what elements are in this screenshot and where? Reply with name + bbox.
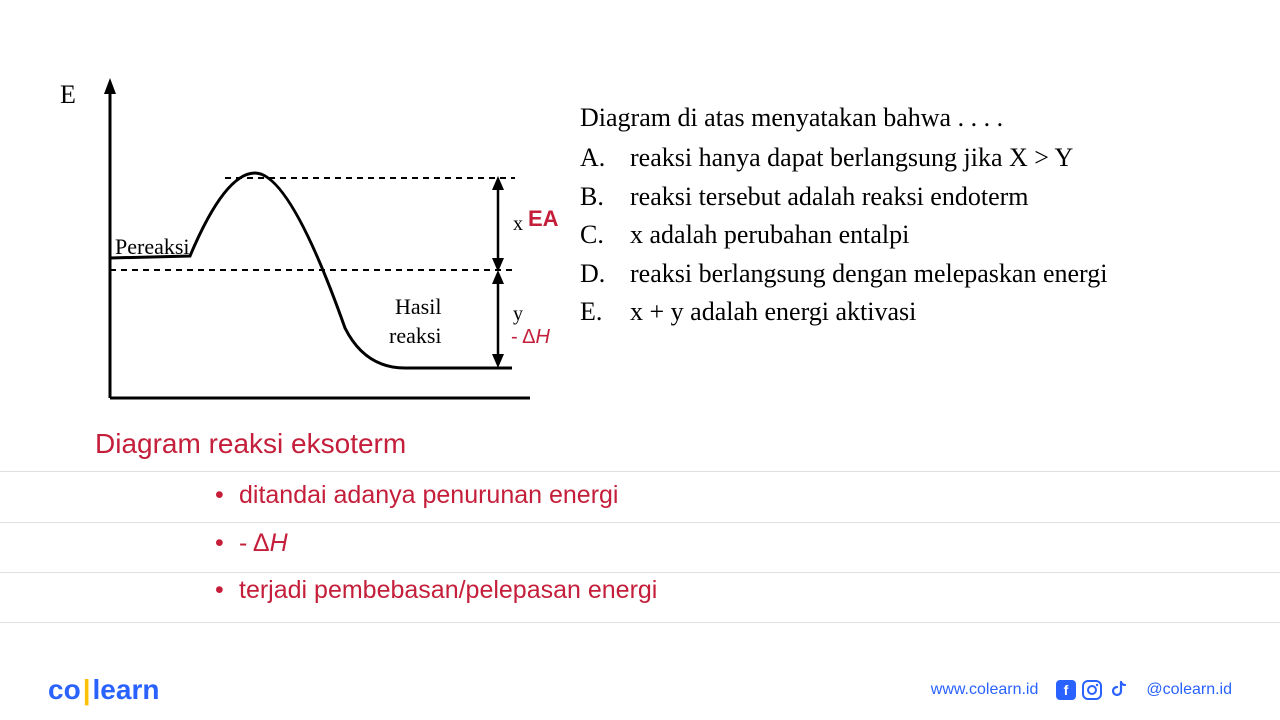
- rule-line: [0, 622, 1280, 623]
- option-c: C. x adalah perubahan entalpi: [580, 216, 1200, 254]
- y-axis-label: E: [60, 80, 76, 109]
- footer: co|learn www.colearn.id f @colearn.id: [0, 660, 1280, 720]
- energy-diagram: E Pereaksi Hasil reaksi x y EA - ΔH: [45, 78, 565, 408]
- tiktok-icon[interactable]: [1108, 680, 1128, 700]
- brand-logo: co|learn: [48, 674, 159, 706]
- note-item-1: ditandai adanya penurunan energi: [215, 472, 1195, 520]
- svg-text:f: f: [1064, 682, 1069, 698]
- instagram-icon[interactable]: [1082, 680, 1102, 700]
- product-label-2: reaksi: [389, 323, 442, 348]
- option-d: D. reaksi berlangsung dengan melepaskan …: [580, 255, 1200, 293]
- notes-block: Diagram reaksi eksoterm ditandai adanya …: [95, 428, 1195, 615]
- question-block: Diagram di atas menyatakan bahwa . . . .…: [580, 99, 1200, 332]
- option-b: B. reaksi tersebut adalah reaksi endoter…: [580, 178, 1200, 216]
- question-stem: Diagram di atas menyatakan bahwa . . . .: [580, 99, 1200, 137]
- ea-annotation: EA: [528, 206, 559, 232]
- y-label: y: [513, 303, 523, 325]
- diagram-svg: E Pereaksi Hasil reaksi x y: [45, 78, 565, 408]
- notes-title: Diagram reaksi eksoterm: [95, 428, 1195, 460]
- note-item-3: terjadi pembebasan/pelepasan energi: [215, 567, 1195, 615]
- x-label: x: [513, 213, 523, 235]
- social-icons: f: [1056, 680, 1128, 700]
- facebook-icon[interactable]: f: [1056, 680, 1076, 700]
- dh-annotation: - ΔH: [511, 326, 550, 349]
- website-link[interactable]: www.colearn.id: [931, 681, 1039, 699]
- option-a: A. reaksi hanya dapat berlangsung jika X…: [580, 139, 1200, 177]
- reactant-label: Pereaksi: [115, 234, 190, 259]
- note-item-2: - ΔH: [215, 520, 1195, 568]
- product-label-1: Hasil: [395, 294, 441, 319]
- option-e: E. x + y adalah energi aktivasi: [580, 293, 1200, 331]
- social-handle[interactable]: @colearn.id: [1146, 681, 1232, 699]
